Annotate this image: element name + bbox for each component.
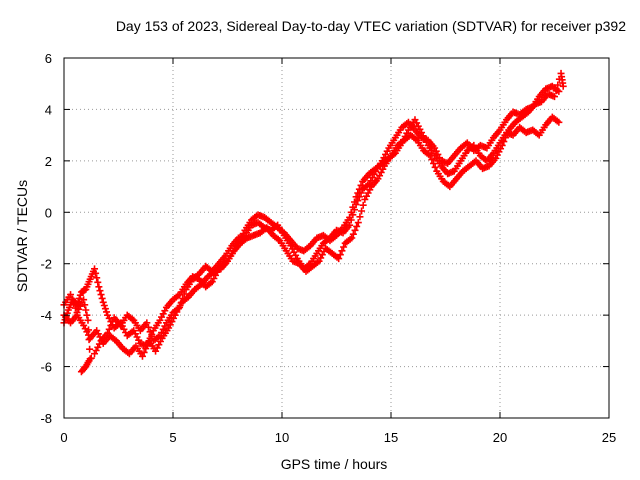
data-point xyxy=(335,255,343,263)
data-point xyxy=(357,189,365,197)
y-tick-label: 2 xyxy=(45,154,52,169)
data-point xyxy=(97,291,105,299)
data-point xyxy=(84,359,92,367)
x-tick-label: 10 xyxy=(275,430,289,445)
data-point xyxy=(498,141,506,149)
data-point xyxy=(68,295,76,303)
data-point xyxy=(430,159,438,167)
x-axis-label: GPS time / hours xyxy=(280,456,388,472)
data-point xyxy=(148,332,156,340)
data-point xyxy=(358,207,366,215)
data-point xyxy=(138,352,146,360)
data-point xyxy=(142,345,150,353)
x-tick-label: 15 xyxy=(384,430,398,445)
data-point xyxy=(92,269,100,277)
data-point xyxy=(146,328,154,336)
data-point xyxy=(95,283,103,291)
data-point xyxy=(555,118,563,126)
data-point xyxy=(500,138,508,146)
data-point xyxy=(501,134,509,142)
data-point xyxy=(503,130,511,138)
data-point xyxy=(349,211,357,219)
data-point xyxy=(100,302,108,309)
y-axis-label: SDTVAR / TECUs xyxy=(14,179,30,293)
plot-frame xyxy=(63,57,610,419)
data-point xyxy=(144,323,152,331)
data-point xyxy=(101,305,109,313)
data-point xyxy=(340,243,348,251)
data-point xyxy=(107,321,115,329)
data-point xyxy=(354,219,362,227)
series-track-c xyxy=(60,69,567,360)
data-point xyxy=(76,291,84,299)
y-tick-label: 0 xyxy=(45,205,52,220)
data-points xyxy=(60,69,567,376)
data-point xyxy=(348,234,356,242)
data-point xyxy=(82,306,90,314)
data-point xyxy=(83,311,91,319)
x-axis-ticks: 0 5 10 15 20 25 xyxy=(60,58,616,445)
data-point xyxy=(71,304,79,312)
data-point xyxy=(91,265,99,273)
data-point xyxy=(352,201,360,209)
data-point xyxy=(426,152,434,160)
data-point xyxy=(551,93,558,101)
x-tick-label: 0 xyxy=(60,430,67,445)
data-point xyxy=(336,251,344,259)
data-point xyxy=(99,298,107,306)
data-point xyxy=(84,316,92,324)
data-point xyxy=(554,81,562,89)
y-tick-label: 6 xyxy=(45,51,52,66)
x-tick-label: 25 xyxy=(602,430,616,445)
y-tick-label: -2 xyxy=(40,257,52,272)
data-point xyxy=(349,230,357,238)
data-point xyxy=(552,87,560,95)
data-point xyxy=(96,287,104,295)
data-point xyxy=(74,298,82,306)
data-point xyxy=(67,291,75,299)
data-point xyxy=(70,300,78,308)
data-point xyxy=(93,274,101,282)
data-point xyxy=(81,301,89,309)
data-point xyxy=(80,296,88,304)
data-point xyxy=(353,222,361,230)
data-point xyxy=(428,156,436,164)
data-point xyxy=(346,221,354,229)
data-point xyxy=(94,278,102,286)
grid-lines xyxy=(64,58,609,418)
y-axis-ticks: -8 -6 -4 -2 0 2 4 6 xyxy=(40,51,609,426)
series-track-b xyxy=(60,82,563,376)
chart-title: Day 153 of 2023, Sidereal Day-to-day VTE… xyxy=(115,18,626,34)
data-point xyxy=(431,163,439,171)
y-tick-label: -8 xyxy=(40,411,52,426)
data-point xyxy=(105,325,113,333)
data-point xyxy=(103,308,111,316)
data-point xyxy=(86,345,94,353)
data-point xyxy=(351,226,359,234)
y-tick-label: -4 xyxy=(40,308,52,323)
y-tick-label: -6 xyxy=(40,360,52,375)
data-point xyxy=(356,213,364,221)
data-point xyxy=(77,368,85,376)
data-point xyxy=(143,341,151,349)
x-tick-label: 5 xyxy=(169,430,176,445)
data-point xyxy=(140,348,148,356)
data-point xyxy=(347,216,355,224)
data-point xyxy=(143,319,151,327)
data-point xyxy=(559,82,567,90)
data-point xyxy=(350,206,358,214)
data-point xyxy=(359,201,367,209)
data-point xyxy=(81,363,89,371)
x-tick-label: 20 xyxy=(493,430,507,445)
data-point xyxy=(338,247,346,255)
data-point xyxy=(75,294,83,302)
y-tick-label: 4 xyxy=(45,102,52,117)
data-point xyxy=(354,197,362,205)
data-point xyxy=(98,294,106,302)
data-point xyxy=(355,193,363,201)
data-point xyxy=(87,354,95,362)
